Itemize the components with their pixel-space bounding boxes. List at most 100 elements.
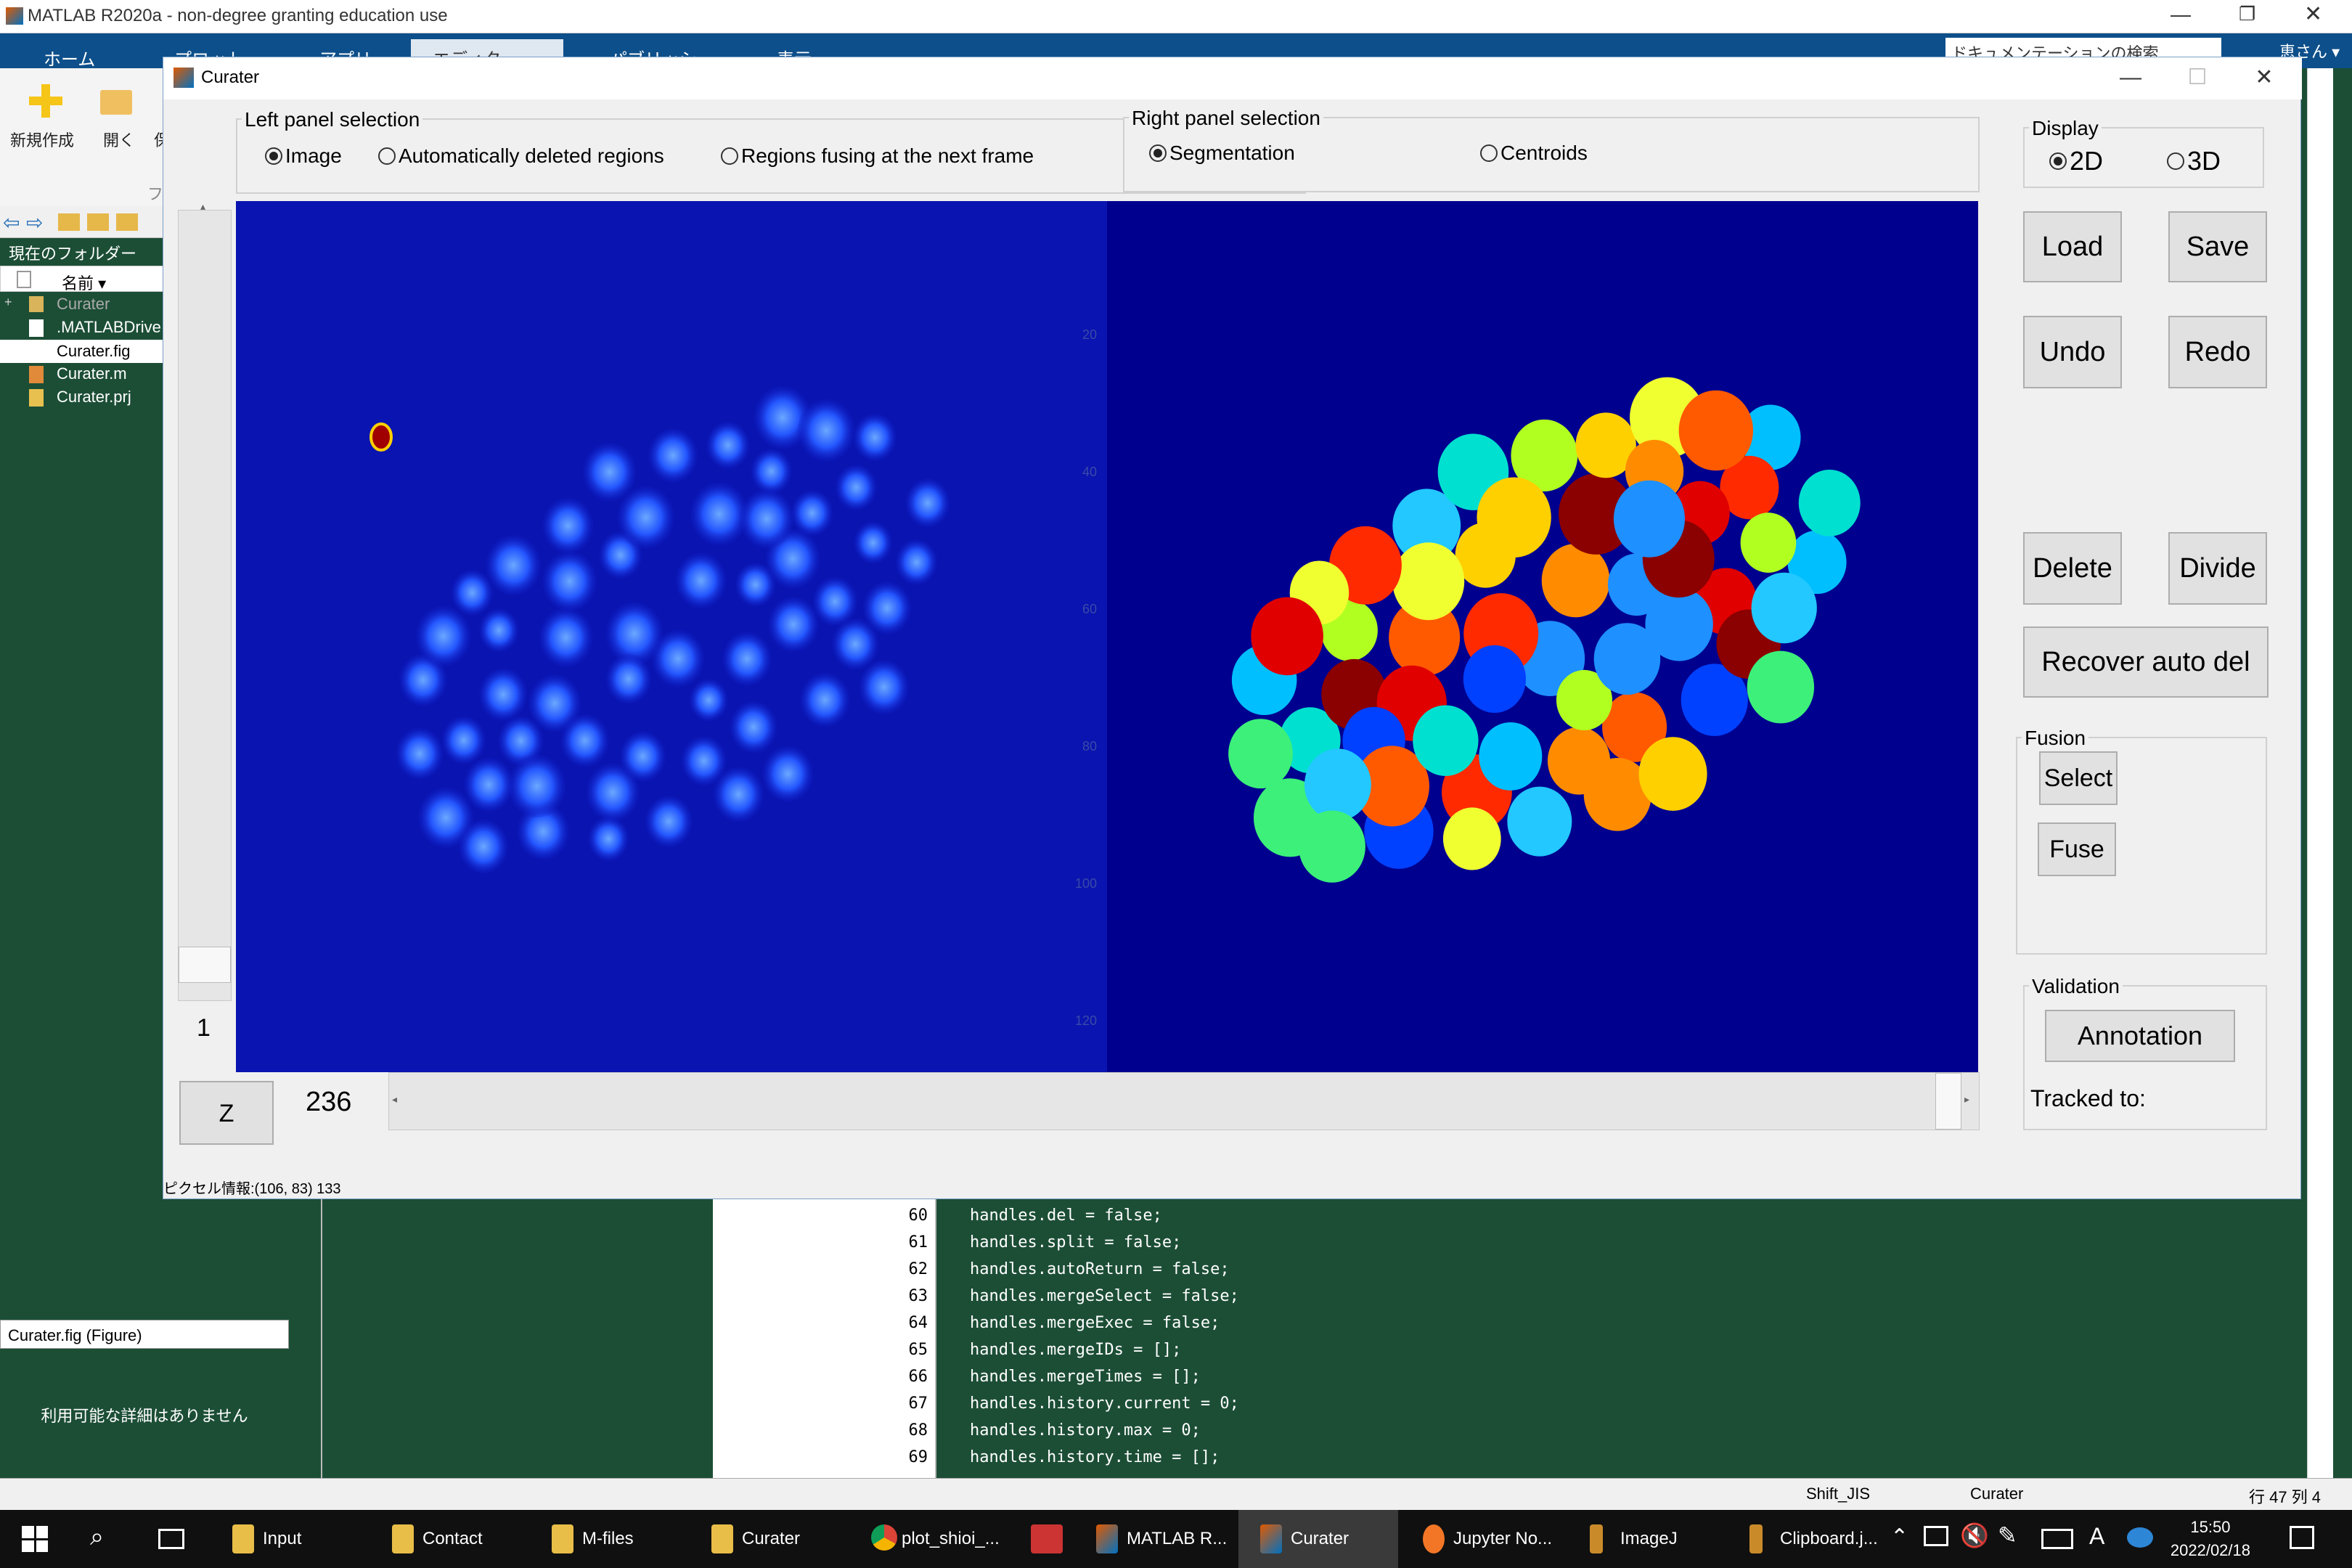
segmentation-region[interactable] [1477,477,1551,558]
close-icon[interactable]: ✕ [2304,2,2323,26]
radio-indicator[interactable] [2167,152,2184,170]
taskbar-item-jupyter[interactable]: Jupyter No... [1401,1510,1561,1568]
taskbar-item-mfiles[interactable]: M-files [530,1510,682,1568]
code-line[interactable]: handles.mergeExec = false; [970,1314,1220,1332]
annotation-button[interactable]: Annotation [2045,1010,2235,1062]
segmentation-region[interactable] [1541,544,1610,618]
refresh-icon[interactable] [116,213,138,231]
segmentation-region[interactable] [1602,692,1667,762]
z-button[interactable]: Z [179,1081,274,1145]
list-item[interactable]: Curater.prj [57,388,131,406]
recover-auto-del-button[interactable]: Recover auto del [2023,626,2269,698]
image-axes[interactable]: 20 40 60 80 100 120 [236,201,1978,1072]
code-line[interactable]: handles.mergeIDs = []; [970,1341,1182,1359]
ime-icon[interactable]: A [2089,1523,2105,1549]
select-button[interactable]: Select [2039,751,2118,805]
divide-button[interactable]: Divide [2168,532,2267,605]
segmentation-region[interactable] [1575,412,1636,478]
slider-up-arrow-icon[interactable]: ▴ [200,200,206,212]
segmentation-region[interactable] [1479,722,1543,791]
segmentation-region[interactable] [1298,810,1365,883]
list-item[interactable]: .MATLABDrive [57,318,161,336]
undo-button[interactable]: Undo [2023,316,2122,388]
code-line[interactable]: handles.mergeSelect = false; [970,1287,1239,1305]
segmentation-region[interactable] [1511,419,1578,491]
segmentation-region[interactable] [1304,748,1371,821]
radio-indicator[interactable] [2049,152,2067,170]
app-icon[interactable] [1031,1524,1063,1553]
radio-segmentation[interactable]: Segmentation [1149,142,1295,165]
windows-start-icon[interactable] [22,1526,48,1552]
segmentation-region[interactable] [1251,597,1323,676]
segmentation-region[interactable] [1392,542,1465,621]
new-button[interactable]: 新規作成 [10,131,75,150]
slider-thumb[interactable] [1935,1073,1961,1130]
expand-icon[interactable]: + [4,295,12,309]
code-line[interactable]: handles.del = false; [970,1206,1162,1225]
code-line[interactable]: handles.mergeTimes = []; [970,1368,1201,1386]
taskbar-item-matlab[interactable]: MATLAB R... [1074,1510,1234,1568]
folder-up-icon[interactable] [58,213,80,231]
open-folder-icon[interactable] [100,90,132,115]
radio-indicator[interactable] [1149,144,1167,162]
segmentation-region[interactable] [1747,650,1815,724]
taskbar-item-curater-folder[interactable]: Curater [690,1510,842,1568]
pen-icon[interactable]: ✎ [1998,1522,2017,1548]
tab-home[interactable]: ホーム [44,50,96,70]
radio-3d[interactable]: 3D [2167,146,2221,176]
minimize-icon[interactable]: — [2120,65,2141,89]
list-item-selected[interactable]: Curater.fig [0,340,163,363]
segmentation-region[interactable] [1751,572,1817,644]
image-canvas[interactable]: 20 40 60 80 100 120 [236,201,1978,1072]
segmentation-region[interactable] [1638,737,1707,811]
segmentation-region[interactable] [1413,705,1479,776]
back-arrow-icon[interactable]: ⇦ [3,211,20,234]
radio-fusing-regions[interactable]: Regions fusing at the next frame [721,144,1034,168]
segmentation-region[interactable] [1787,530,1847,595]
segmentation-region[interactable] [1228,719,1293,789]
list-item[interactable]: Curater [57,295,110,313]
open-button[interactable]: 開く [103,131,136,150]
segmentation-region[interactable] [1613,480,1686,558]
slider-right-arrow-icon[interactable]: ▸ [1964,1093,1970,1105]
radio-indicator[interactable] [1480,144,1498,162]
minimize-icon[interactable]: — [2171,3,2191,25]
load-button[interactable]: Load [2023,211,2122,282]
forward-arrow-icon[interactable]: ⇨ [26,211,44,234]
segmentation-region[interactable] [1798,469,1861,536]
code-line[interactable]: handles.history.current = 0; [970,1395,1239,1413]
save-button[interactable]: Save [2168,211,2267,282]
taskbar-item-curater-active[interactable]: Curater [1238,1510,1398,1568]
delete-button[interactable]: Delete [2023,532,2122,605]
slider-left-arrow-icon[interactable]: ◂ [392,1093,398,1105]
code-line[interactable]: handles.autoReturn = false; [970,1260,1230,1278]
code-line[interactable]: handles.split = false; [970,1233,1182,1251]
editor-vertical-scrollbar[interactable] [2307,68,2333,1478]
tray-chevron-icon[interactable]: ⌃ [1890,1525,1909,1549]
segmentation-region[interactable] [1593,623,1661,695]
taskbar-item-contact[interactable]: Contact [370,1510,523,1568]
notification-icon[interactable] [2290,1526,2314,1549]
onedrive-icon[interactable] [2127,1527,2153,1548]
segmentation-region[interactable] [1507,786,1572,857]
network-icon[interactable] [1924,1526,1948,1546]
clock[interactable]: 15:50 2022/02/18 [2171,1516,2250,1562]
taskbar-item-input[interactable]: Input [211,1510,363,1568]
segmentation-region[interactable] [1678,390,1754,471]
name-column-label[interactable]: 名前 ▾ [62,274,107,293]
volume-muted-icon[interactable]: 🔇 [1960,1522,1989,1548]
radio-centroids[interactable]: Centroids [1480,142,1588,165]
restore-icon[interactable]: ❐ [2239,3,2256,25]
segmentation-region[interactable] [1740,513,1797,573]
segmentation-region[interactable] [1559,473,1634,555]
segmentation-region[interactable] [1645,587,1713,661]
segmentation-region[interactable] [1389,599,1461,677]
segmentation-region[interactable] [1583,758,1651,831]
radio-auto-deleted[interactable]: Automatically deleted regions [378,144,664,168]
segmentation-region[interactable] [1556,669,1612,731]
segmentation-region[interactable] [1740,404,1801,470]
code-line[interactable]: handles.history.time = []; [970,1448,1220,1466]
code-line[interactable]: handles.history.max = 0; [970,1421,1201,1440]
browse-folder-icon[interactable] [87,213,109,231]
radio-indicator[interactable] [721,147,738,165]
